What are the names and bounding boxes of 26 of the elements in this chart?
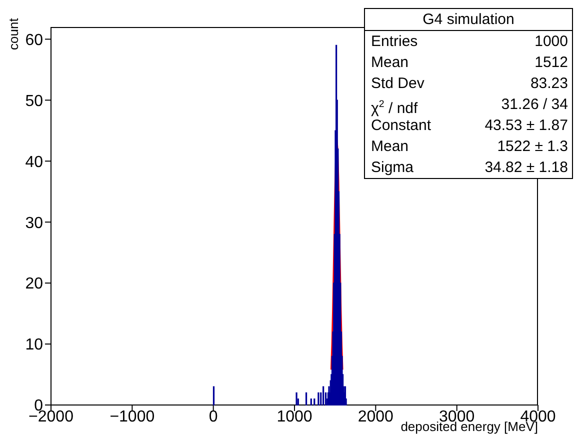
annotation: Constant <box>371 117 432 134</box>
x-tick-label: −1000 <box>110 408 155 426</box>
annotation: 1512 <box>534 54 568 71</box>
annotation: Entries <box>371 33 418 50</box>
y-tick-label: 30 <box>25 214 44 232</box>
x-tick-label: 1000 <box>276 408 312 426</box>
annotation: 1000 <box>534 33 568 50</box>
annotation: Sigma <box>371 159 414 176</box>
annotation: Std Dev <box>371 75 424 92</box>
y-axis-title: count <box>6 18 21 50</box>
annotation: 43.53 ± 1.87 <box>484 117 568 134</box>
annotation: 31.26 / 34 <box>501 96 568 113</box>
y-tick-label: 50 <box>25 92 44 110</box>
annotation: 83.23 <box>530 75 568 92</box>
x-tick-label: 0 <box>208 408 218 426</box>
annotation: 1522 ± 1.3 <box>497 138 568 155</box>
annotation: Mean <box>371 54 409 71</box>
y-tick-label: 40 <box>25 154 44 171</box>
annotation: 34.82 ± 1.18 <box>484 159 568 176</box>
y-tick-label: 20 <box>25 276 44 293</box>
chart-title: G4 simulation <box>365 9 572 31</box>
annotation: Mean <box>371 138 409 155</box>
y-tick-label: 60 <box>25 32 44 49</box>
x-tick-label: 2000 <box>358 408 394 426</box>
annotation: χ$^{2}$ / ndf <box>371 99 418 117</box>
y-tick-label: 10 <box>25 336 44 354</box>
